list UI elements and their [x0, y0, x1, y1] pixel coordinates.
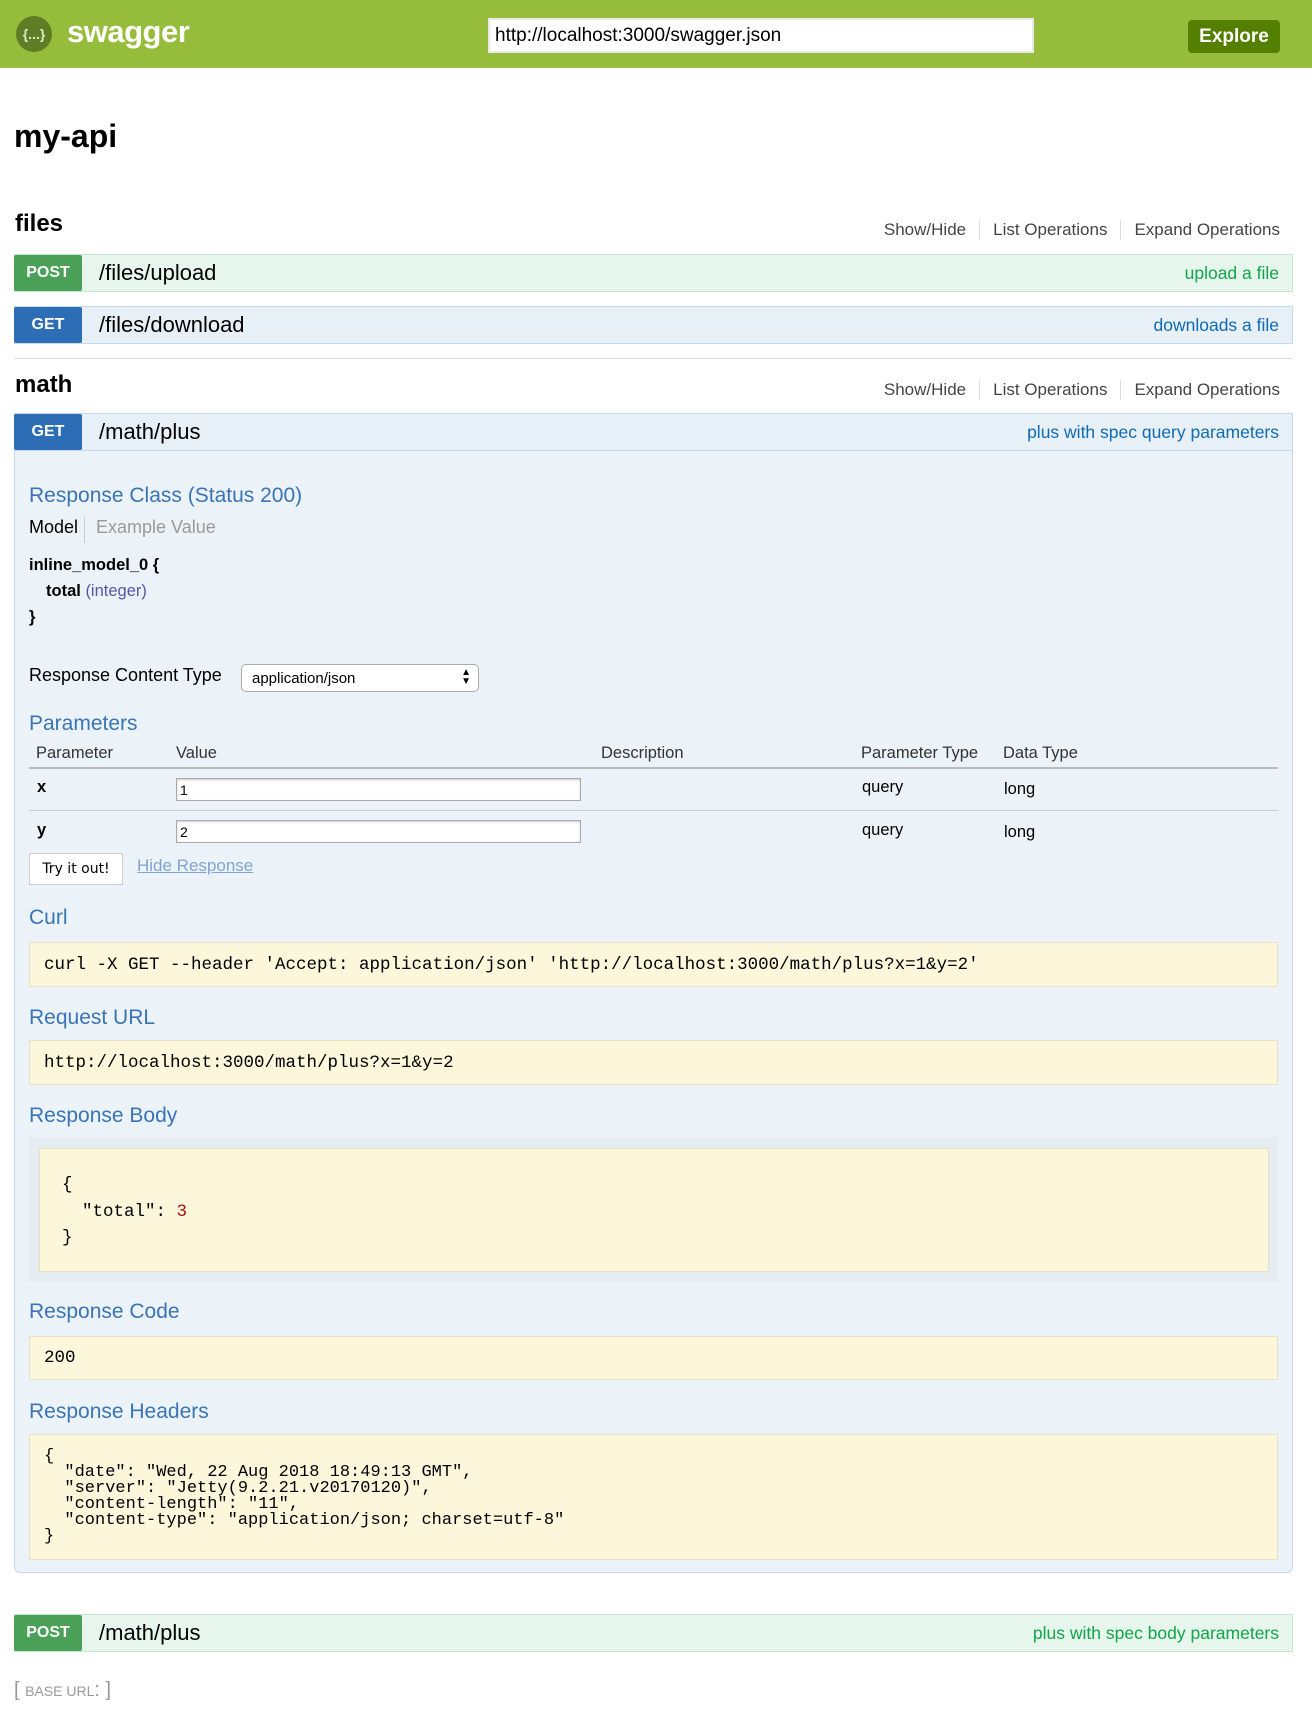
page-title: my-api [14, 118, 118, 154]
model-name: inline_model_0 { [29, 556, 160, 574]
response-code-title: Response Code [29, 1300, 180, 1323]
response-class-title: Response Class (Status 200) [29, 484, 303, 507]
param-name-x: x [37, 778, 47, 796]
data-type: long [1004, 780, 1036, 798]
section-links-files: Show/Hide List Operations Expand Operati… [871, 220, 1280, 240]
operation-path[interactable]: /files/download [99, 312, 245, 337]
response-body-box: { "total": 3 } [39, 1148, 1269, 1272]
param-type: query [862, 778, 904, 796]
content-type-label: Response Content Type [29, 665, 222, 685]
curl-title: Curl [29, 906, 68, 929]
section-title-files: files [15, 210, 64, 237]
table-header-rule [29, 767, 1278, 769]
operation-post-files-upload[interactable]: POST /files/upload upload a file [14, 254, 1293, 292]
bracket-open: [ [14, 1679, 20, 1701]
response-headers-title: Response Headers [29, 1400, 209, 1423]
content-type-value: application/json [252, 670, 356, 687]
operation-get-math-plus[interactable]: GET /math/plus plus with spec query para… [14, 413, 1293, 451]
base-url: [ BASE URL: ] [14, 1679, 111, 1702]
swagger-logo-icon: {...} [16, 16, 52, 52]
operation-post-math-plus[interactable]: POST /math/plus plus with spec body para… [14, 1614, 1293, 1652]
method-badge: POST [14, 255, 82, 291]
bracket-close: ] [105, 1679, 112, 1701]
col-parameter-type: Parameter Type [861, 744, 979, 762]
operation-summary[interactable]: plus with spec query parameters [1027, 421, 1279, 442]
list-operations-link[interactable]: List Operations [980, 220, 1122, 240]
show-hide-link[interactable]: Show/Hide [871, 380, 981, 400]
col-data-type: Data Type [1003, 744, 1078, 762]
top-bar: {...} swagger Explore [0, 0, 1312, 68]
operation-path[interactable]: /math/plus [99, 1620, 201, 1645]
content-type-select[interactable]: application/json ▲ ▼ [241, 664, 479, 692]
logo-text: swagger [67, 14, 190, 49]
section-title-math: math [15, 371, 73, 398]
model-tab[interactable]: Model [29, 517, 86, 543]
explore-button[interactable]: Explore [1188, 20, 1280, 53]
method-badge: GET [14, 307, 82, 343]
section-links-math: Show/Hide List Operations Expand Operati… [871, 380, 1280, 400]
data-type: long [1004, 823, 1036, 841]
response-body-title: Response Body [29, 1104, 178, 1127]
select-arrows-icon: ▲ ▼ [461, 667, 471, 687]
response-code-box: 200 [29, 1336, 1278, 1380]
operation-path[interactable]: /math/plus [99, 419, 201, 444]
expand-operations-link[interactable]: Expand Operations [1134, 220, 1280, 239]
col-value: Value [176, 744, 217, 762]
param-y-input[interactable] [176, 820, 581, 843]
body-value: 3 [176, 1201, 188, 1222]
spec-url-input[interactable] [488, 18, 1034, 53]
operation-summary[interactable]: upload a file [1184, 262, 1279, 283]
request-url-title: Request URL [29, 1006, 156, 1029]
method-badge: POST [14, 1615, 82, 1651]
section-divider [14, 358, 1293, 359]
param-type: query [862, 821, 904, 839]
param-name-y: y [37, 821, 47, 839]
operation-detail-panel [14, 450, 1293, 1573]
show-hide-link[interactable]: Show/Hide [871, 220, 981, 240]
request-url-box: http://localhost:3000/math/plus?x=1&y=2 [29, 1040, 1278, 1085]
operation-get-files-download[interactable]: GET /files/download downloads a file [14, 306, 1293, 344]
base-url-label: BASE URL [25, 1683, 95, 1699]
col-parameter: Parameter [36, 744, 114, 762]
body-close: } [62, 1228, 73, 1248]
operation-path[interactable]: /files/upload [99, 260, 217, 285]
body-line: "total": 3 [62, 1199, 1268, 1226]
model-field-name: total [46, 582, 81, 600]
base-url-colon: : [94, 1679, 100, 1701]
param-x-input[interactable] [176, 778, 581, 801]
operation-summary[interactable]: plus with spec body parameters [1032, 1622, 1279, 1643]
parameters-title: Parameters [29, 712, 138, 735]
try-it-out-button[interactable]: Try it out! [29, 853, 123, 885]
list-operations-link[interactable]: List Operations [980, 380, 1122, 400]
response-headers-box: { "date": "Wed, 22 Aug 2018 18:49:13 GMT… [29, 1434, 1278, 1560]
model-field: total (integer) [46, 582, 147, 601]
model-close: } [29, 608, 36, 626]
col-description: Description [601, 744, 684, 762]
body-open: { [62, 1175, 73, 1195]
body-key: "total": [82, 1201, 177, 1222]
operation-summary[interactable]: downloads a file [1153, 314, 1280, 335]
hide-response-link[interactable]: Hide Response [137, 856, 254, 875]
example-value-tab[interactable]: Example Value [96, 517, 216, 537]
model-field-type: (integer) [85, 582, 147, 600]
row-divider [29, 810, 1278, 811]
expand-operations-link[interactable]: Expand Operations [1134, 380, 1280, 399]
method-badge: GET [14, 414, 82, 450]
curl-box: curl -X GET --header 'Accept: applicatio… [29, 942, 1278, 987]
